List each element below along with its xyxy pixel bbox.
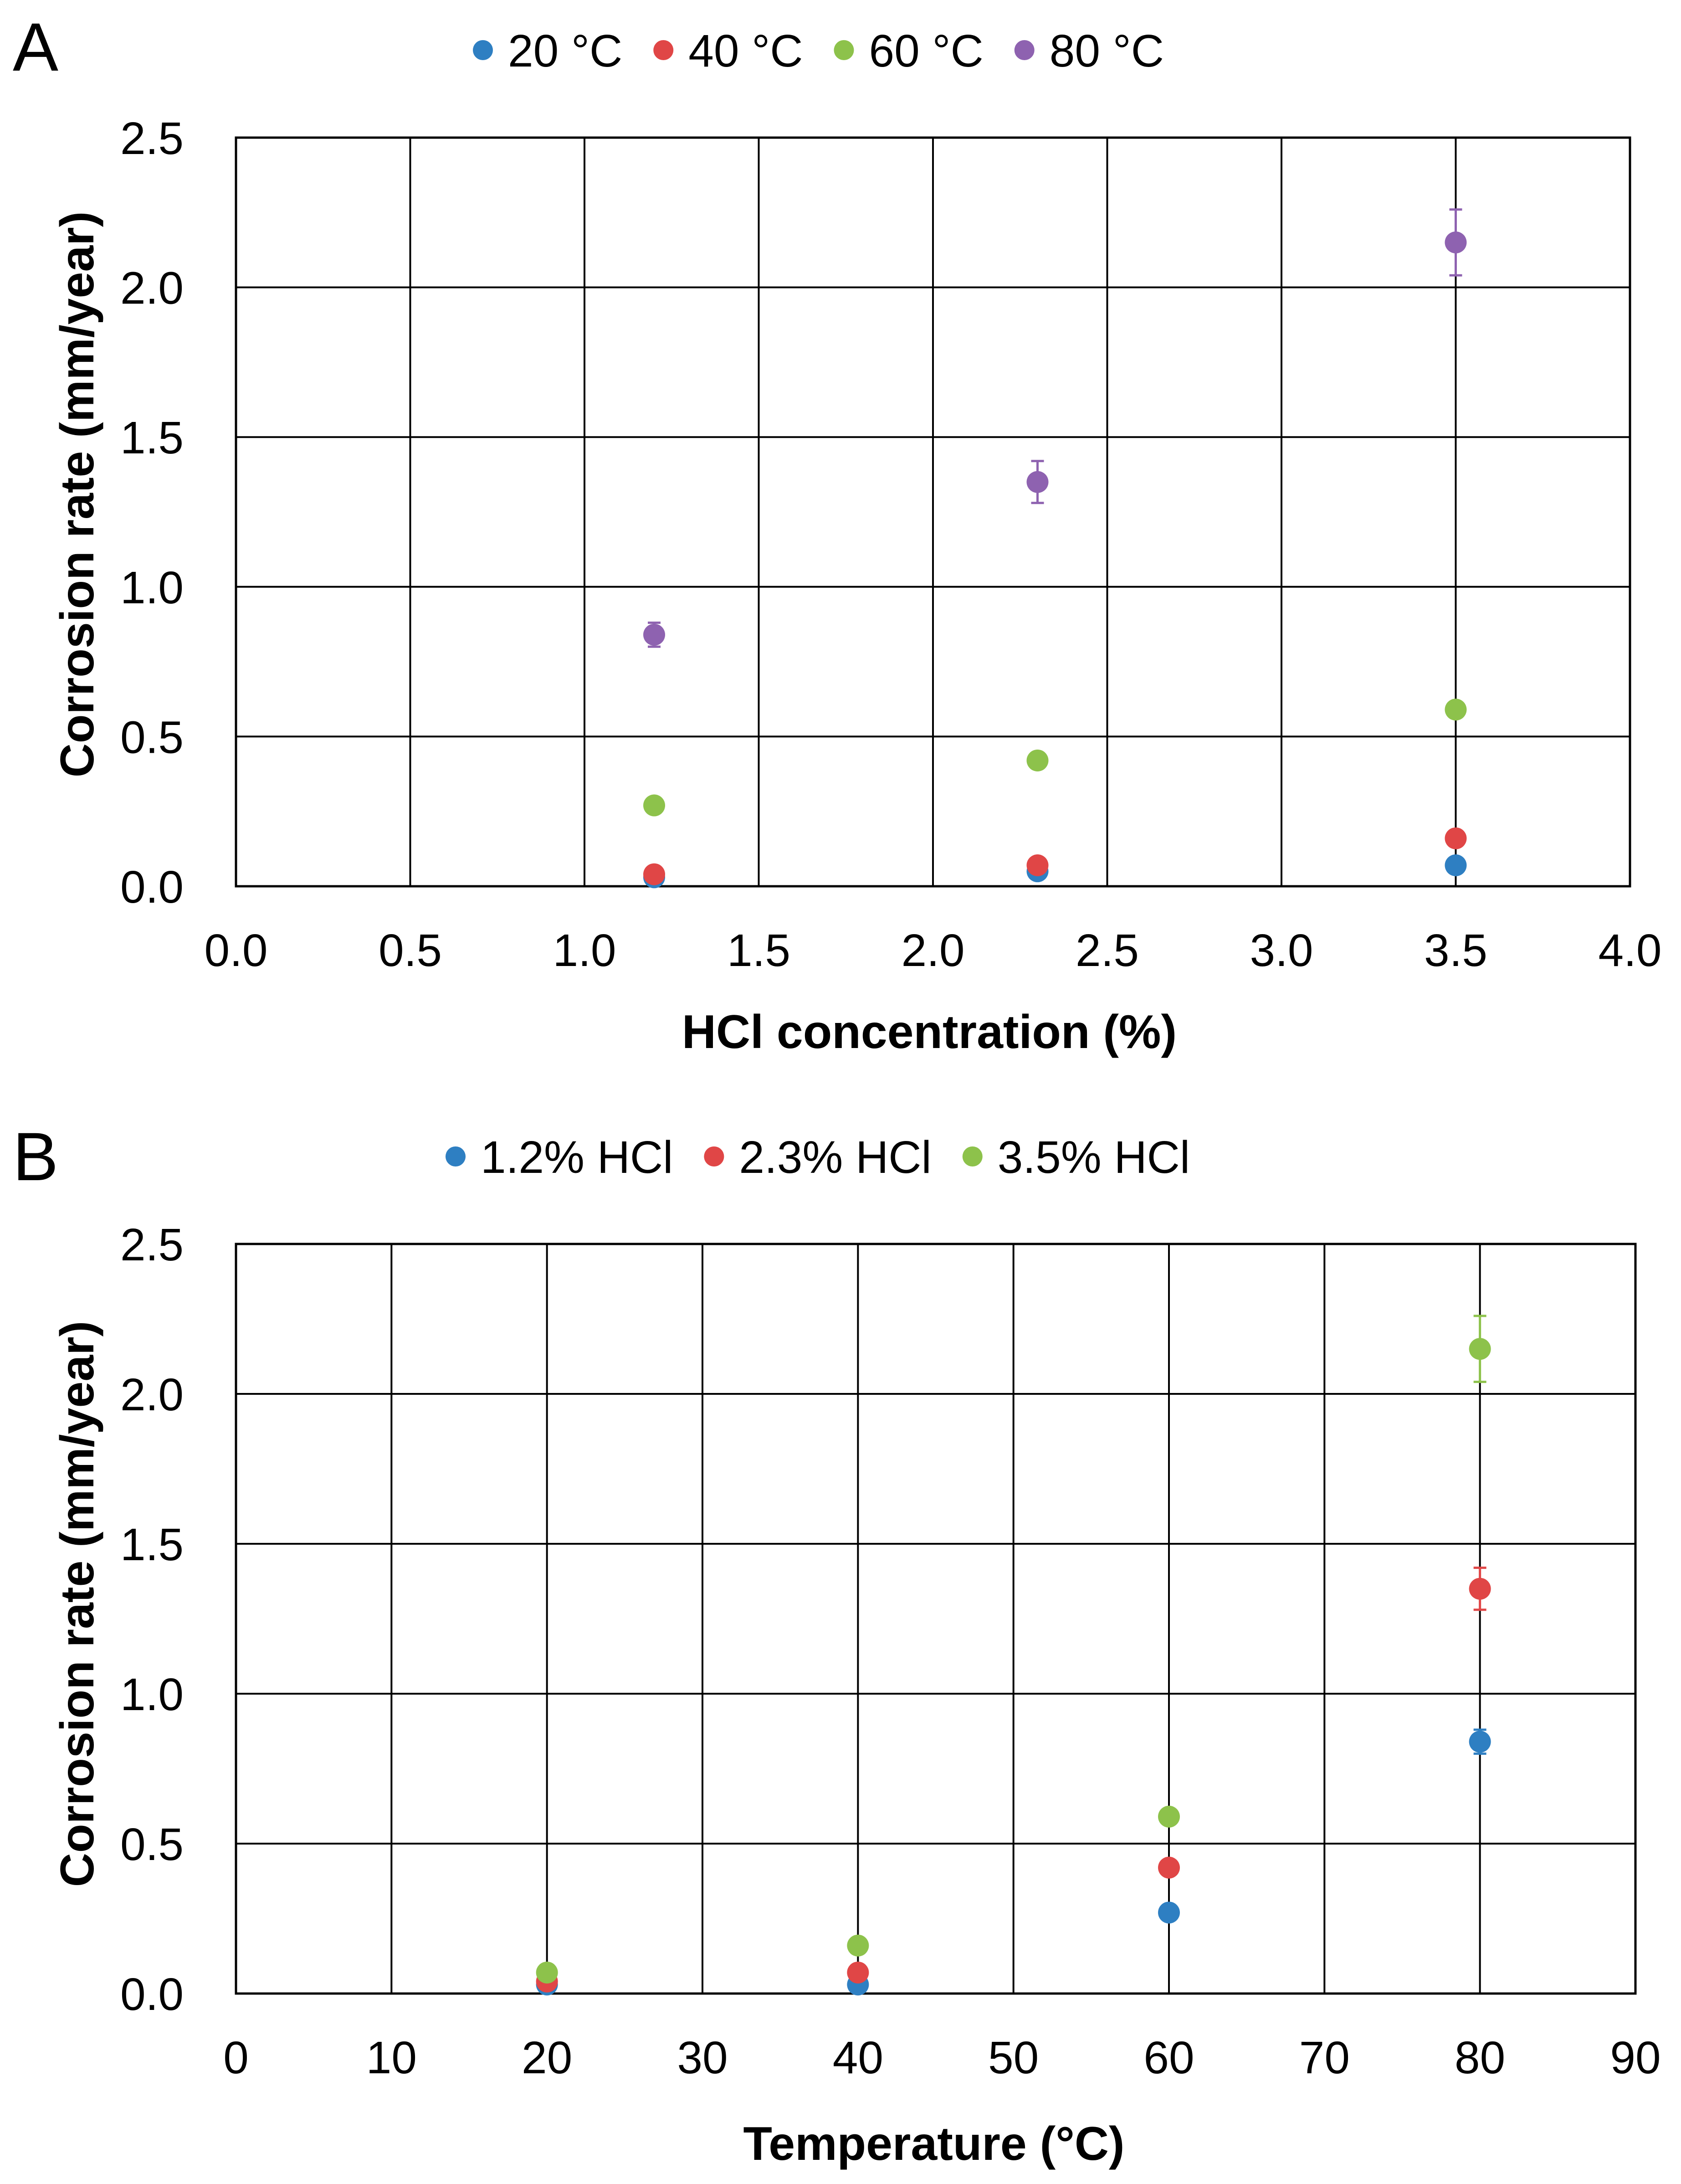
panel-label-a: A [13, 9, 58, 85]
x-tick-label-a: 3.5 [1424, 925, 1487, 976]
data-point-b-series-3 [1158, 1805, 1180, 1828]
y-axis-title-b: Corrosion rate (mm/year) [51, 1321, 104, 1887]
y-tick-label-b: 2.0 [120, 1369, 184, 1420]
y-tick-label-a: 0.5 [120, 712, 184, 763]
x-tick-label-a: 4.0 [1598, 925, 1661, 976]
y-tick-label-b: 2.5 [120, 1219, 184, 1270]
plot-area-b: 0 10 20 30 40 50 60 70 80 90 0.0 0.5 1.0 1.5 2.0 2.5 [120, 1219, 1661, 2083]
y-tick-label-b: 1.0 [120, 1669, 184, 1720]
x-axis-title-a: HCl concentration (%) [682, 1006, 1177, 1059]
data-point-b-series-2 [1158, 1856, 1180, 1879]
panel-label-b: B [13, 1118, 58, 1195]
x-tick-label-b: 0 [223, 2032, 249, 2083]
y-tick-label-b: 0.5 [120, 1819, 184, 1870]
legend-marker-b-2 [704, 1146, 724, 1167]
x-tick-label-b: 50 [988, 2032, 1039, 2083]
legend-a: 20 °C 40 °C 60 °C 80 °C [473, 26, 1164, 77]
data-point-b-series-1 [1158, 1901, 1180, 1924]
y-tick-label-a: 1.5 [120, 412, 184, 463]
data-point-a-series-4 [643, 623, 665, 646]
y-tick-label-a: 1.0 [120, 562, 184, 613]
x-tick-label-b: 20 [522, 2032, 572, 2083]
legend-marker-a-1 [473, 40, 493, 60]
legend-label-a-3: 60 °C [869, 26, 983, 77]
y-tick-label-a: 2.0 [120, 263, 184, 314]
x-tick-label-a: 2.5 [1076, 925, 1139, 976]
x-tick-label-a: 1.0 [553, 925, 616, 976]
x-tick-label-a: 0.5 [379, 925, 442, 976]
legend-label-b-2: 2.3% HCl [739, 1132, 931, 1183]
data-point-a-series-4 [1445, 231, 1467, 254]
legend-marker-a-2 [653, 40, 674, 60]
data-point-a-series-2 [1026, 854, 1049, 876]
x-tick-label-b: 10 [366, 2032, 417, 2083]
legend-label-a-4: 80 °C [1050, 26, 1164, 77]
legend-marker-a-3 [834, 40, 854, 60]
x-axis-title-b: Temperature (°C) [743, 2117, 1124, 2170]
legend-marker-b-3 [962, 1146, 983, 1167]
data-point-a-series-3 [643, 794, 665, 817]
legend-label-b-1: 1.2% HCl [481, 1132, 673, 1183]
data-point-b-series-1 [1469, 1731, 1491, 1753]
legend-marker-b-1 [446, 1146, 466, 1167]
data-point-b-series-2 [847, 1961, 869, 1984]
x-tick-label-b: 30 [677, 2032, 728, 2083]
y-tick-label-a: 2.5 [120, 113, 184, 164]
x-tick-label-a: 3.0 [1250, 925, 1313, 976]
data-point-b-series-3 [536, 1961, 558, 1984]
y-tick-label-a: 0.0 [120, 862, 184, 913]
data-point-a-series-1 [1445, 854, 1467, 876]
x-tick-label-a: 0.0 [204, 925, 267, 976]
data-point-a-series-4 [1026, 471, 1049, 493]
x-tick-label-b: 90 [1610, 2032, 1660, 2083]
x-tick-label-a: 1.5 [727, 925, 790, 976]
plot-frame-a [235, 136, 1631, 888]
data-point-a-series-2 [1445, 827, 1467, 849]
legend-b: 1.2% HCl 2.3% HCl 3.5% HCl [446, 1132, 1190, 1183]
data-point-a-series-3 [1445, 699, 1467, 721]
x-tick-label-b: 80 [1455, 2032, 1505, 2083]
y-tick-label-b: 0.0 [120, 1969, 184, 2020]
data-point-a-series-3 [1026, 749, 1049, 771]
legend-marker-a-4 [1014, 40, 1035, 60]
x-tick-label-b: 70 [1299, 2032, 1350, 2083]
x-tick-label-b: 60 [1143, 2032, 1194, 2083]
data-point-b-series-3 [1469, 1338, 1491, 1360]
x-tick-label-a: 2.0 [901, 925, 964, 976]
x-tick-label-b: 40 [833, 2032, 883, 2083]
legend-label-b-3: 3.5% HCl [998, 1132, 1190, 1183]
legend-label-a-1: 20 °C [508, 26, 622, 77]
data-point-b-series-3 [847, 1934, 869, 1957]
plot-area-a: 0.0 0.5 1.0 1.5 2.0 2.5 3.0 3.5 4.0 0.0 0.5 1.0 1.5 2… [120, 113, 1662, 976]
data-point-b-series-2 [1469, 1578, 1491, 1600]
plot-frame-b [235, 1243, 1637, 1995]
y-axis-title-a: Corrosion rate (mm/year) [51, 211, 104, 778]
y-tick-label-b: 1.5 [120, 1519, 184, 1570]
data-point-a-series-2 [643, 863, 665, 885]
legend-label-a-2: 40 °C [688, 26, 803, 77]
